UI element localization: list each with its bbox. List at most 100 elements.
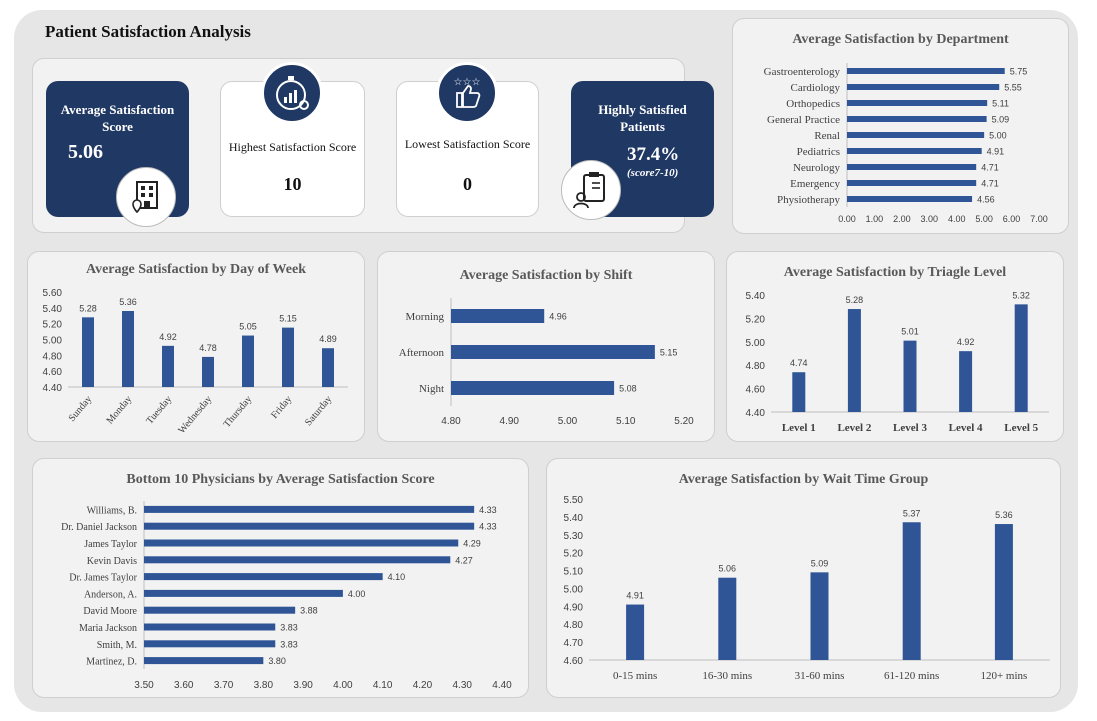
bar [144, 657, 264, 665]
kpi-lowest-label: Lowest Satisfaction Score [404, 137, 531, 151]
department-bar-chart: Gastroenterology 5.75 Cardiology 5.55 Orthop… [764, 63, 1048, 224]
day-of-week-bar-chart: 4.40 4.60 4.80 5.00 5.20 5.40 5.60 5.28 Sunday 5.… [43, 288, 348, 436]
bar [847, 100, 988, 106]
data-label: 3.88 [300, 606, 318, 616]
data-label: 5.09 [992, 115, 1010, 125]
tick-label: 3.60 [174, 680, 194, 691]
data-label: 5.01 [901, 327, 919, 337]
tick-label: 4.80 [441, 416, 461, 427]
kpi-average-value: 5.06 [68, 141, 103, 163]
tick-label: 3.50 [134, 680, 154, 691]
tick-label: 5.00 [564, 584, 584, 595]
data-label: 4.33 [479, 505, 497, 515]
data-label: 5.11 [992, 99, 1009, 109]
card-shift: Average Satisfaction by Shift Morning 4.9… [377, 251, 715, 442]
bar [994, 524, 1013, 660]
category-label: 31-60 mins [795, 670, 845, 682]
card-wait-time: Average Satisfaction by Wait Time Group … [546, 458, 1061, 698]
bar [144, 573, 383, 581]
tick-label: 4.40 [746, 408, 766, 419]
category-label: Gastroenterology [764, 66, 841, 78]
kpi-highest-value: 10 [283, 174, 302, 194]
card-physicians: Bottom 10 Physicians by Average Satisfac… [32, 458, 529, 698]
chart-title-shift: Average Satisfaction by Shift [459, 268, 633, 283]
data-label: 5.32 [1012, 290, 1030, 300]
card-triage: Average Satisfaction by Triagle Level 4.… [726, 251, 1064, 442]
tick-label: 4.10 [373, 680, 393, 691]
data-label: 4.78 [199, 343, 217, 353]
tick-label: 4.80 [43, 351, 63, 362]
category-label: Dr. James Taylor [69, 573, 137, 584]
tick-label: 1.00 [866, 214, 884, 224]
data-label: 4.91 [987, 147, 1005, 157]
bar [451, 309, 545, 323]
data-label: 4.00 [348, 589, 366, 599]
data-label: 3.83 [280, 623, 298, 633]
tick-label: 5.50 [564, 495, 584, 506]
kpi-lowest-value: 0 [463, 174, 472, 194]
data-label: 4.92 [159, 332, 177, 342]
bar [718, 577, 737, 660]
data-label: 4.71 [981, 163, 999, 173]
bar [626, 604, 645, 660]
wait-time-bar-chart: 4.60 4.70 4.80 4.90 5.00 5.10 5.20 5.30 5.40 5.50… [564, 495, 1050, 682]
category-label: General Practice [767, 114, 840, 126]
page-title: Patient Satisfaction Analysis [45, 22, 251, 41]
data-label: 5.09 [811, 558, 829, 568]
bar [144, 539, 459, 547]
category-label: Level 2 [837, 422, 871, 434]
bar [847, 148, 982, 154]
tick-label: 4.00 [333, 680, 353, 691]
tick-label: 5.40 [746, 291, 766, 302]
category-label: Level 5 [1004, 422, 1038, 434]
category-label: Thursday [222, 394, 255, 430]
tick-label: 3.80 [254, 680, 274, 691]
bar [202, 356, 214, 387]
tick-label: 4.20 [413, 680, 433, 691]
category-label: Level 3 [893, 422, 927, 434]
bar [322, 348, 334, 387]
clipboard-patient-icon [561, 160, 621, 220]
shift-bar-chart: Morning 4.96 Afternoon 5.15 Night 5.08 4.80 4.9… [399, 298, 694, 427]
bar [282, 327, 294, 387]
tick-label: 5.40 [564, 513, 584, 524]
bar [847, 164, 977, 170]
data-label: 5.37 [903, 508, 921, 518]
tick-label: 4.80 [746, 361, 766, 372]
tick-label: 5.20 [746, 314, 766, 325]
bar [451, 381, 615, 395]
bar [82, 317, 94, 387]
category-label: Williams, B. [87, 505, 137, 516]
kpi-highly-value: 37.4% [627, 144, 680, 165]
data-label: 5.55 [1004, 83, 1022, 93]
category-label: Morning [406, 311, 445, 323]
bar [847, 309, 861, 412]
tick-label: 4.40 [43, 383, 63, 394]
data-label: 5.15 [279, 314, 297, 324]
kpi-highly-label: Highly Satisfied Patients [598, 102, 687, 134]
category-label: Physiotherapy [777, 194, 840, 206]
card-department: Average Satisfaction by Department Gastr… [732, 18, 1069, 234]
tick-label: 4.70 [564, 638, 584, 649]
tick-label: 5.40 [43, 304, 63, 315]
category-label: 120+ mins [980, 670, 1027, 682]
data-label: 4.10 [388, 572, 406, 582]
bar [1014, 304, 1028, 412]
data-label: 4.56 [977, 195, 995, 205]
bar [847, 68, 1005, 74]
category-label: Neurology [793, 162, 841, 174]
category-label: Tuesday [144, 394, 174, 427]
category-label: James Taylor [84, 539, 137, 550]
bar [810, 572, 829, 660]
category-label: Sunday [67, 394, 95, 424]
bar [144, 556, 451, 564]
tick-label: 5.30 [564, 531, 584, 542]
bar [847, 84, 1000, 90]
tick-label: 5.00 [558, 416, 578, 427]
tick-label: 5.60 [43, 288, 63, 299]
data-label: 4.92 [957, 337, 975, 347]
data-label: 5.15 [660, 348, 678, 358]
tick-label: 5.20 [43, 320, 63, 331]
category-label: Maria Jackson [79, 623, 137, 634]
data-label: 4.29 [463, 539, 481, 549]
